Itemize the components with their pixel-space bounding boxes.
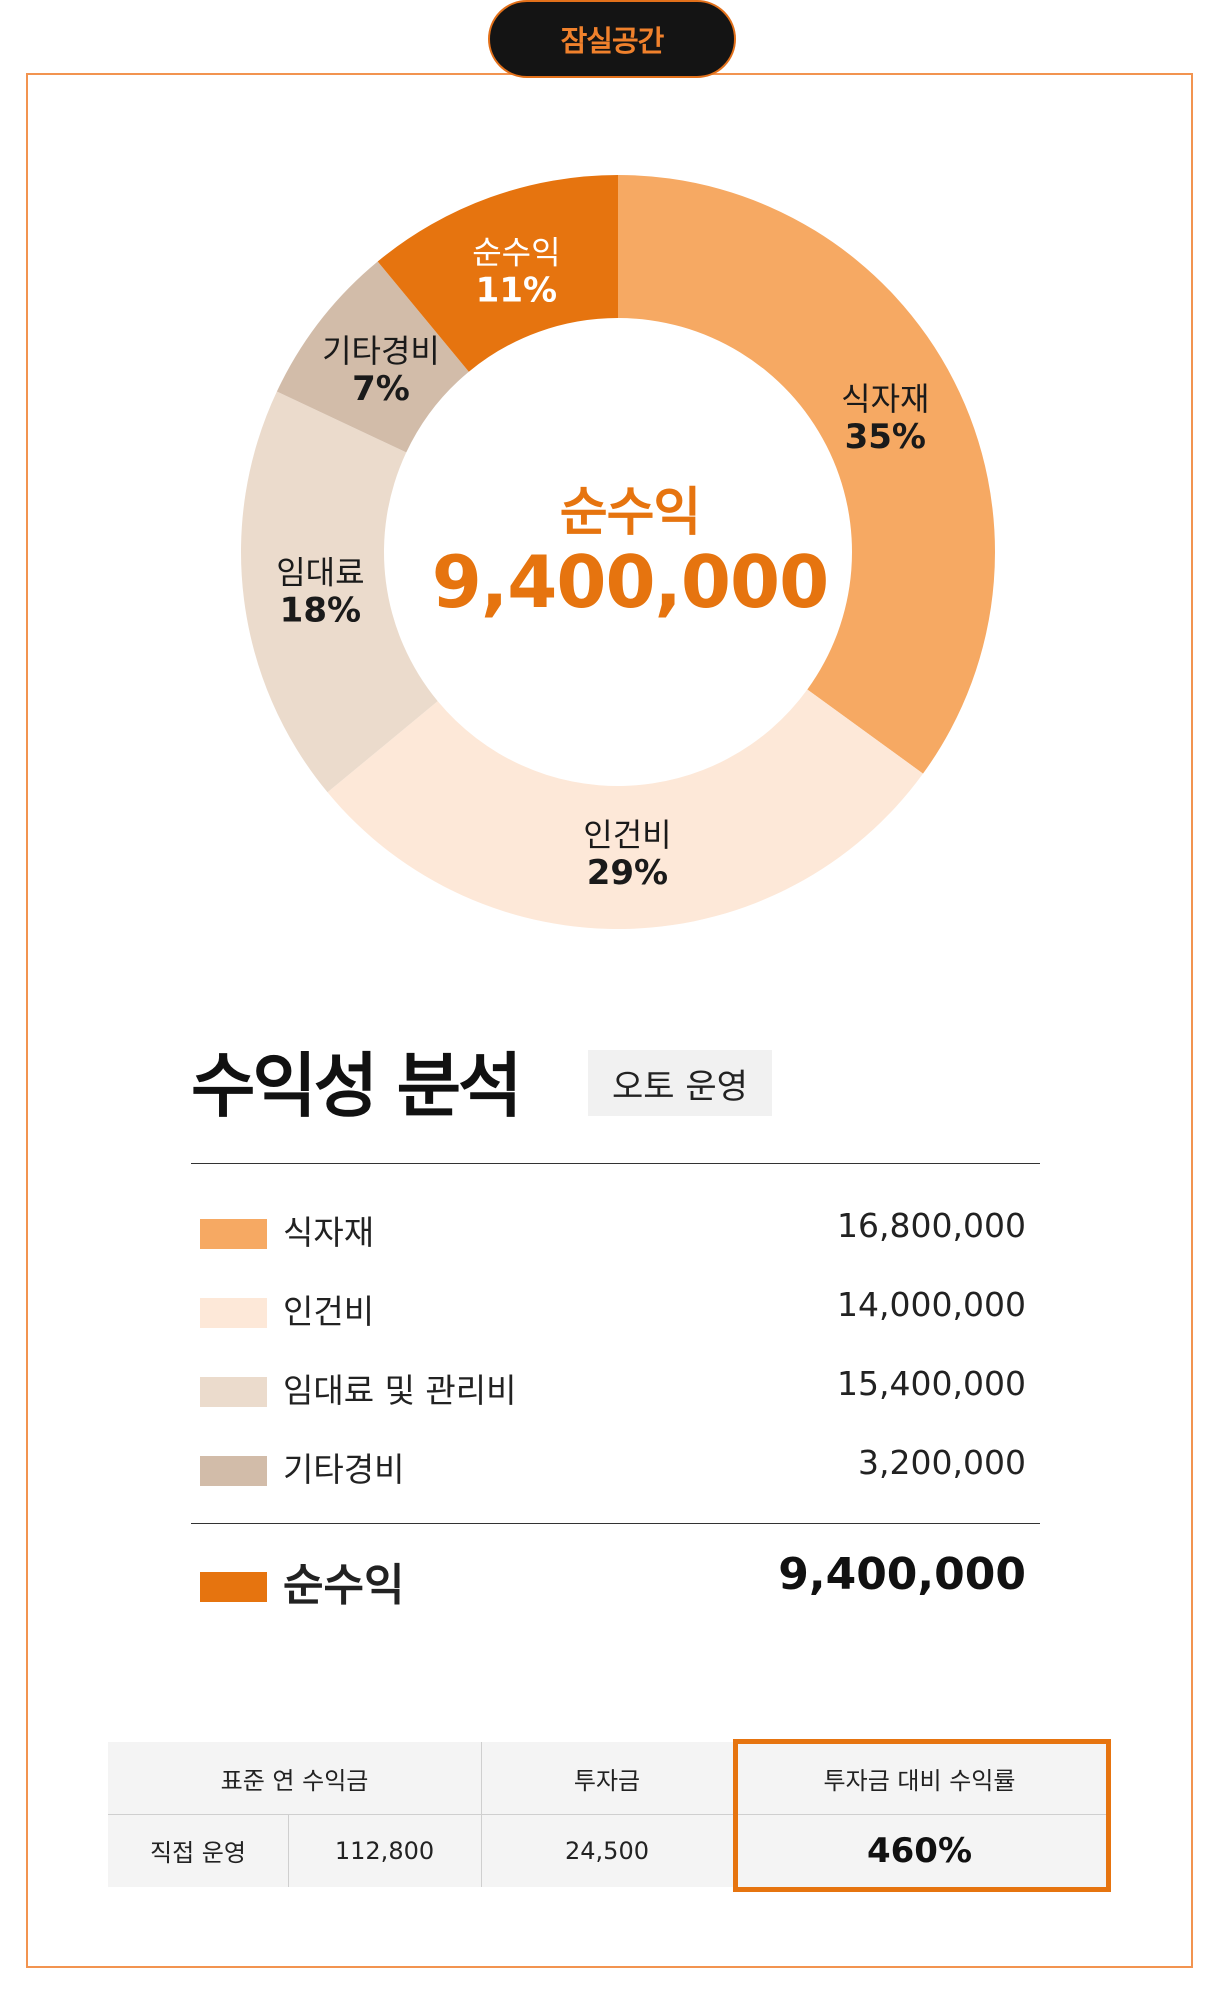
legend-label: 식자재	[283, 1213, 375, 1252]
legend-swatch	[200, 1456, 267, 1486]
cell-investment: 24,500	[565, 1836, 649, 1865]
slice-value-label: 7%	[352, 369, 410, 409]
legend-label: 임대료 및 관리비	[283, 1371, 517, 1410]
legend-value: 3,200,000	[858, 1443, 1026, 1482]
slice-value-label: 18%	[280, 591, 361, 631]
table-column-divider	[481, 1742, 482, 1887]
net-profit-value: 9,400,000	[778, 1549, 1026, 1600]
legend-row-net-profit: 순수익 9,400,000	[191, 1549, 1026, 1613]
donut-slice	[276, 261, 469, 453]
donut-center-value: 9,400,000	[431, 540, 829, 624]
legend-label: 기타경비	[283, 1450, 405, 1489]
header-investment: 투자금	[573, 1766, 641, 1795]
cell-roi: 460%	[866, 1830, 973, 1871]
header-annual-profit: 표준 연 수익금	[220, 1766, 369, 1795]
legend-row-rent: 임대료 및 관리비 15,400,000	[191, 1358, 1026, 1418]
slice-label: 임대료	[276, 554, 364, 592]
slice-label: 인건비	[583, 816, 671, 854]
legend-value: 16,800,000	[837, 1206, 1026, 1245]
legend-swatch	[200, 1377, 267, 1407]
slice-label: 순수익	[472, 234, 560, 272]
slice-value-label: 35%	[845, 417, 926, 457]
table-column-divider	[288, 1814, 289, 1887]
donut-slice	[327, 689, 923, 930]
slice-label: 식자재	[841, 380, 929, 418]
slice-value-label: 11%	[476, 271, 557, 311]
slice-value-label: 29%	[587, 853, 668, 893]
legend-value: 15,400,000	[837, 1364, 1026, 1403]
donut-slice	[377, 175, 618, 372]
legend-label: 인건비	[283, 1292, 375, 1331]
slice-label: 기타경비	[322, 332, 440, 370]
table-row-divider	[108, 1814, 1106, 1815]
donut-slice	[618, 175, 995, 774]
legend-swatch	[200, 1572, 267, 1602]
store-name-tag: 잠실공간	[488, 0, 736, 78]
legend-swatch	[200, 1219, 267, 1249]
operation-type-badge: 오토 운영	[588, 1050, 772, 1116]
legend-value: 14,000,000	[837, 1285, 1026, 1324]
legend-row-other: 기타경비 3,200,000	[191, 1437, 1026, 1497]
legend-row-food: 식자재 16,800,000	[191, 1200, 1026, 1260]
net-profit-label: 순수익	[283, 1560, 405, 1611]
legend-row-labor: 인건비 14,000,000	[191, 1279, 1026, 1339]
donut-slice	[240, 391, 438, 793]
header-roi: 투자금 대비 수익률	[823, 1766, 1016, 1795]
legend-swatch	[200, 1298, 267, 1328]
donut-center-label: 순수익	[559, 483, 702, 543]
cell-operation-type: 직접 운영	[150, 1839, 246, 1867]
section-title: 수익성 분석	[191, 1045, 522, 1127]
cell-annual-profit: 112,800	[334, 1836, 435, 1865]
roi-highlight-box	[733, 1739, 1111, 1892]
divider-top	[191, 1163, 1040, 1164]
divider-bottom	[191, 1523, 1040, 1524]
profit-summary-table: 표준 연 수익금 투자금 투자금 대비 수익률 직접 운영 112,800 24…	[108, 1742, 1106, 1887]
